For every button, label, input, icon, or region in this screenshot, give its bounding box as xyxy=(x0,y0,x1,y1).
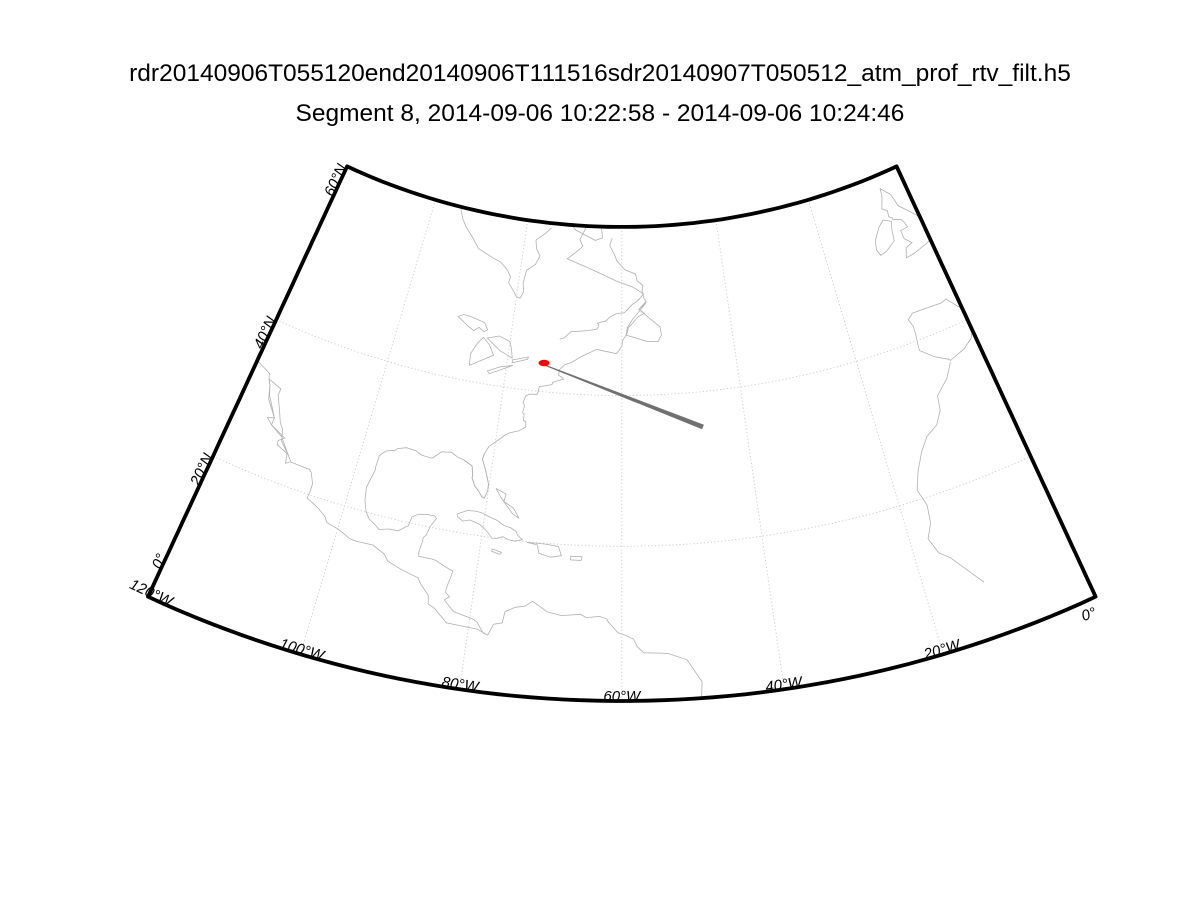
svg-text:60°W: 60°W xyxy=(603,688,642,705)
svg-text:20°W: 20°W xyxy=(921,636,964,664)
svg-text:0°: 0° xyxy=(1079,604,1098,625)
svg-text:40°W: 40°W xyxy=(764,674,805,696)
svg-text:100°W: 100°W xyxy=(278,635,328,665)
svg-text:20°N: 20°N xyxy=(187,451,217,490)
svg-text:80°W: 80°W xyxy=(441,674,482,696)
svg-text:60°N: 60°N xyxy=(321,161,351,199)
svg-text:120°W: 120°W xyxy=(127,576,177,611)
svg-text:40°N: 40°N xyxy=(250,314,280,352)
